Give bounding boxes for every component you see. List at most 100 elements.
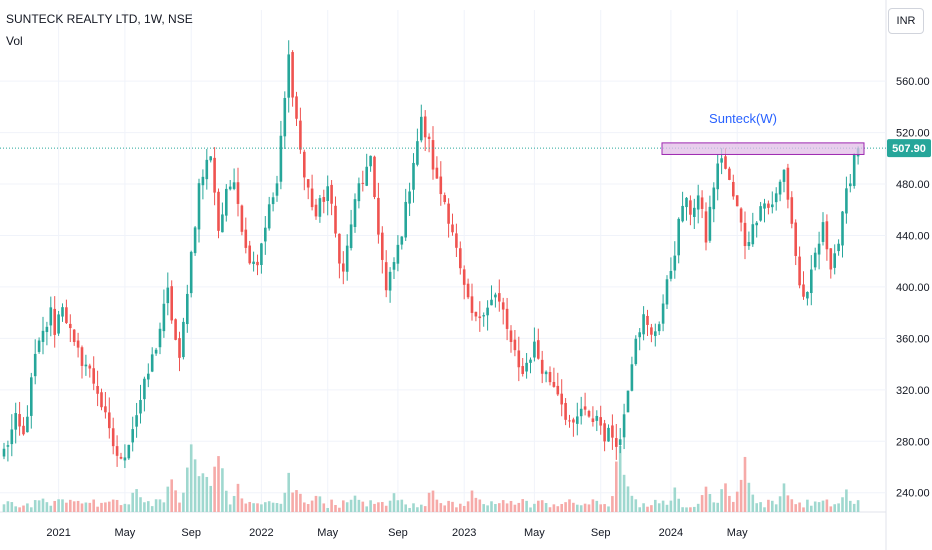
volume-bar [677,498,680,512]
volume-bar [540,500,544,512]
volume-bar [236,483,240,512]
volume-bar [213,466,216,512]
candle-body [88,365,92,369]
candle-body [384,262,388,291]
volume-bar [661,500,665,512]
candle-body [377,197,380,235]
candle-body [728,168,731,180]
volume-bar [338,507,341,512]
volume-bar [182,492,185,512]
volume-bar [41,498,45,512]
time-tick-label: 2023 [452,527,476,539]
candle-body [256,261,259,266]
volume-bar [256,503,259,512]
candle-body [583,406,587,410]
candle-body [806,291,809,299]
candle-body [657,324,661,332]
volume-bar [248,501,251,512]
candle-body [240,205,244,232]
volume-bar [6,501,10,512]
candle-body [186,293,189,325]
candle-body [287,54,290,98]
candle-body [505,308,509,329]
candle-body [345,245,349,272]
volume-bar [837,503,840,512]
volume-bar [443,505,446,512]
volume-bar [817,502,821,512]
volume-bar [404,504,407,512]
candle-body [821,222,825,242]
candle-body [123,457,127,461]
candle-body [654,331,657,336]
volume-bar [353,495,357,512]
candle-body [544,371,548,375]
volume-bar [127,504,131,512]
candle-body [236,182,240,204]
candle-body [10,429,14,445]
volume-bar [704,486,708,512]
volume-bar [572,502,575,512]
volume-bar [209,485,212,512]
volume-bar [583,503,587,512]
volume-bar [439,503,443,512]
time-tick-label: 2024 [659,527,683,539]
candle-body [451,224,454,233]
candle-body [373,156,376,198]
candle-body [295,96,298,119]
candle-body [568,420,571,422]
candle-body [490,299,493,306]
volume-bar [342,500,345,512]
volume-bar [774,504,778,512]
volume-bar [696,503,700,512]
candle-body [291,52,294,98]
candle-body [630,364,634,391]
volume-bar [49,505,53,512]
candle-body [338,233,341,264]
volume-bar [579,505,583,512]
candle-body [228,186,232,190]
volume-bar [751,494,755,512]
resistance-zone[interactable] [661,142,865,155]
price-axis[interactable]: 240.00 280.00 320.00 360.00 400.00 440.00 480.… [896,76,930,500]
time-axis[interactable]: 2021 May Sep 2022 May Sep 2023 May Sep 2024 May [46,527,748,539]
candle-body [638,332,641,338]
candle-body [459,248,462,269]
volume-bar [334,505,337,512]
candle-body [84,364,88,367]
candle-body [306,179,310,188]
volume-bar [552,504,556,512]
volume-bar [53,500,56,512]
candle-body [244,229,248,248]
candle-body [642,314,645,335]
currency-button[interactable]: INR [888,8,924,34]
candle-body [408,191,411,204]
volume-bar [30,507,33,512]
price-tick-label: 360.00 [896,333,930,345]
volume-bar [228,504,232,512]
volume-bar [252,503,255,512]
time-tick-label: Sep [591,527,611,539]
candle-body [166,287,170,304]
volume-bar [108,501,111,512]
candle-body [225,188,228,216]
candle-body [33,353,37,377]
candle-body [412,162,415,190]
candle-body [221,214,224,233]
candle-body [135,415,138,427]
candle-body [197,183,201,230]
volume-bar [841,497,844,512]
candle-body [794,222,797,256]
candle-body [209,156,212,161]
candle-body [603,423,606,442]
candle-body [521,366,524,374]
candle-body [708,206,712,241]
volume-bar [576,504,579,512]
volume-bar [104,502,107,512]
candle-body [591,418,595,423]
price-tick-label: 480.00 [896,179,930,191]
volume-bar [657,503,661,512]
volume-bar [486,505,489,512]
candle-body [41,330,45,342]
candle-body [342,263,345,272]
